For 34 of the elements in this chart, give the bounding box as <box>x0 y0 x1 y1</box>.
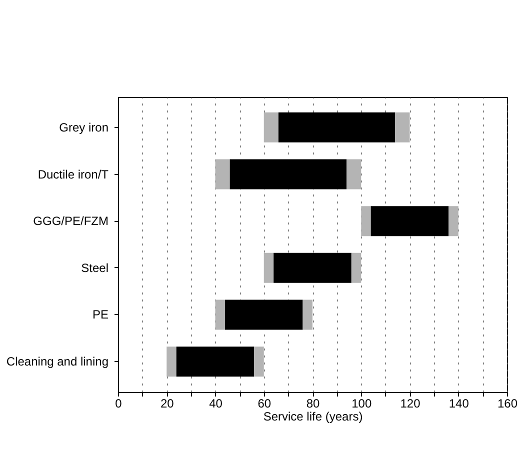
y-tick-label: Grey iron <box>59 120 108 134</box>
bar <box>264 252 274 283</box>
y-tick-label: Ductile iron/T <box>38 167 110 182</box>
x-tick-label: 140 <box>448 396 470 410</box>
bar <box>302 300 312 330</box>
x-tick-label: 100 <box>352 396 372 410</box>
bar <box>346 159 362 190</box>
x-tick-label: 0 <box>115 396 122 410</box>
bar <box>361 206 371 236</box>
bar <box>264 112 278 142</box>
x-tick-label: 80 <box>306 396 320 410</box>
bar <box>254 346 264 377</box>
bar <box>351 252 362 283</box>
bar <box>230 159 347 190</box>
y-tick-label: Steel <box>81 260 108 275</box>
x-axis-title: Service life (years) <box>263 410 363 424</box>
bar <box>166 346 176 377</box>
bar <box>176 346 254 377</box>
bar <box>370 206 449 236</box>
bar <box>215 159 230 190</box>
bar <box>224 300 303 330</box>
y-tick-label: PE <box>92 308 108 322</box>
bar <box>215 300 225 330</box>
x-tick-label: 40 <box>209 396 223 410</box>
x-tick-label: 20 <box>160 396 174 410</box>
bar <box>448 206 458 236</box>
x-tick-label: 60 <box>258 396 272 410</box>
bar <box>395 112 410 142</box>
x-tick-label: 160 <box>497 396 518 410</box>
bar <box>274 252 352 283</box>
x-tick-label: 120 <box>400 396 421 410</box>
y-tick-label: GGG/PE/FZM <box>33 214 108 228</box>
y-tick-label: Cleaning and lining <box>6 354 108 369</box>
bar <box>278 112 396 142</box>
